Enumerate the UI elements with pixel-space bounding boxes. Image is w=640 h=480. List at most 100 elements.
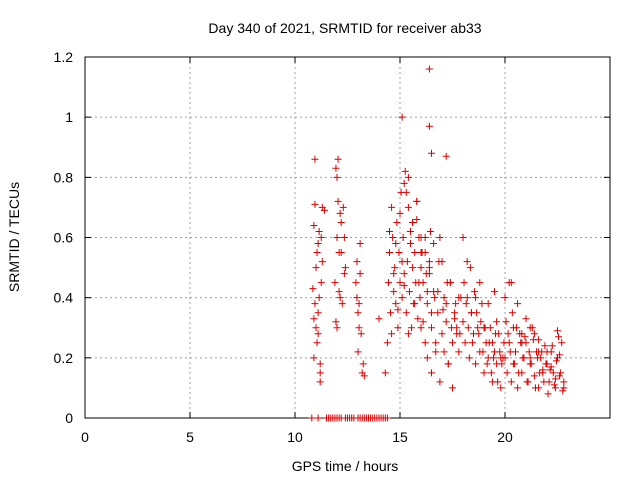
data-point: [336, 294, 344, 302]
data-point: [544, 390, 552, 398]
data-point: [522, 315, 530, 323]
data-point: [526, 324, 534, 332]
data-point: [400, 179, 408, 187]
data-point: [471, 288, 479, 296]
data-point: [436, 234, 444, 241]
data-point: [428, 369, 435, 377]
data-point: [436, 378, 444, 386]
data-point: [398, 294, 406, 302]
y-tick-label: 0: [65, 410, 73, 426]
data-point: [492, 330, 500, 338]
data-point: [507, 279, 515, 287]
data-point: [353, 294, 361, 302]
data-point: [418, 249, 426, 257]
x-axis: 0 5 10 15 20: [81, 57, 513, 445]
data-point: [353, 258, 361, 266]
data-point: [311, 200, 319, 208]
data-point: [333, 324, 341, 332]
data-point: [317, 279, 325, 287]
x-tick-label: 15: [392, 429, 408, 445]
data-point: [440, 348, 448, 356]
data-point: [413, 197, 421, 205]
data-point: [507, 378, 515, 386]
data-point: [395, 249, 403, 257]
data-point: [545, 378, 553, 386]
data-point: [440, 294, 448, 302]
data-point: [423, 300, 431, 308]
data-point: [527, 360, 535, 368]
data-point: [404, 330, 412, 338]
data-point: [547, 363, 555, 371]
data-point: [508, 309, 516, 317]
data-point: [425, 122, 433, 130]
data-point: [315, 227, 323, 235]
data-point: [312, 324, 320, 332]
data-point: [549, 369, 557, 377]
data-point: [308, 414, 316, 422]
data-point: [399, 234, 407, 241]
data-point: [388, 330, 396, 338]
data-point: [396, 279, 404, 287]
data-point: [518, 330, 526, 338]
data-point: [355, 300, 363, 308]
data-point: [556, 372, 564, 380]
data-point: [550, 381, 558, 389]
data-point: [336, 209, 344, 217]
data-point: [523, 378, 531, 386]
data-point: [392, 240, 400, 248]
data-point: [383, 414, 391, 422]
data-point: [534, 354, 542, 362]
data-point: [314, 330, 322, 338]
data-point: [432, 348, 440, 356]
data-point: [519, 354, 527, 362]
x-tick-label: 10: [287, 429, 303, 445]
data-point: [392, 300, 400, 308]
data-point: [546, 366, 554, 374]
data-point: [461, 339, 469, 347]
data-point: [313, 249, 321, 257]
data-point: [316, 369, 324, 377]
data-point: [459, 234, 467, 241]
data-point: [409, 218, 417, 226]
data-point: [514, 300, 522, 308]
y-tick-label: 1.2: [54, 49, 74, 65]
data-point: [381, 369, 389, 377]
data-point: [408, 324, 416, 332]
data-point: [422, 270, 430, 278]
data-point: [531, 384, 539, 392]
data-point: [560, 378, 568, 386]
data-point: [389, 234, 397, 241]
data-point: [428, 149, 435, 157]
data-point: [394, 324, 402, 332]
data-point: [413, 215, 421, 223]
data-point: [558, 339, 566, 347]
data-point: [402, 309, 410, 317]
data-point: [442, 318, 450, 326]
data-point: [432, 339, 440, 347]
data-point: [356, 240, 364, 248]
data-point: [356, 270, 364, 278]
data-point: [462, 300, 470, 308]
y-tick-label: 0.4: [54, 290, 74, 306]
data-point: [518, 339, 526, 347]
data-point: [510, 360, 518, 368]
data-point: [453, 330, 461, 338]
data-point: [417, 234, 425, 241]
data-point: [339, 203, 347, 211]
data-point: [357, 330, 365, 338]
data-point: [476, 279, 484, 287]
data-point: [337, 249, 345, 257]
data-point: [451, 315, 459, 323]
data-point: [423, 288, 431, 296]
data-point: [484, 300, 492, 308]
y-axis-label: SRMTID / TECUs: [6, 182, 22, 292]
y-tick-label: 0.6: [54, 230, 74, 246]
data-point: [360, 372, 368, 380]
data-point: [506, 348, 514, 356]
data-point: [451, 309, 459, 317]
data-point: [331, 279, 339, 287]
data-point: [315, 294, 323, 302]
data-point: [384, 279, 392, 287]
data-point: [472, 294, 480, 302]
